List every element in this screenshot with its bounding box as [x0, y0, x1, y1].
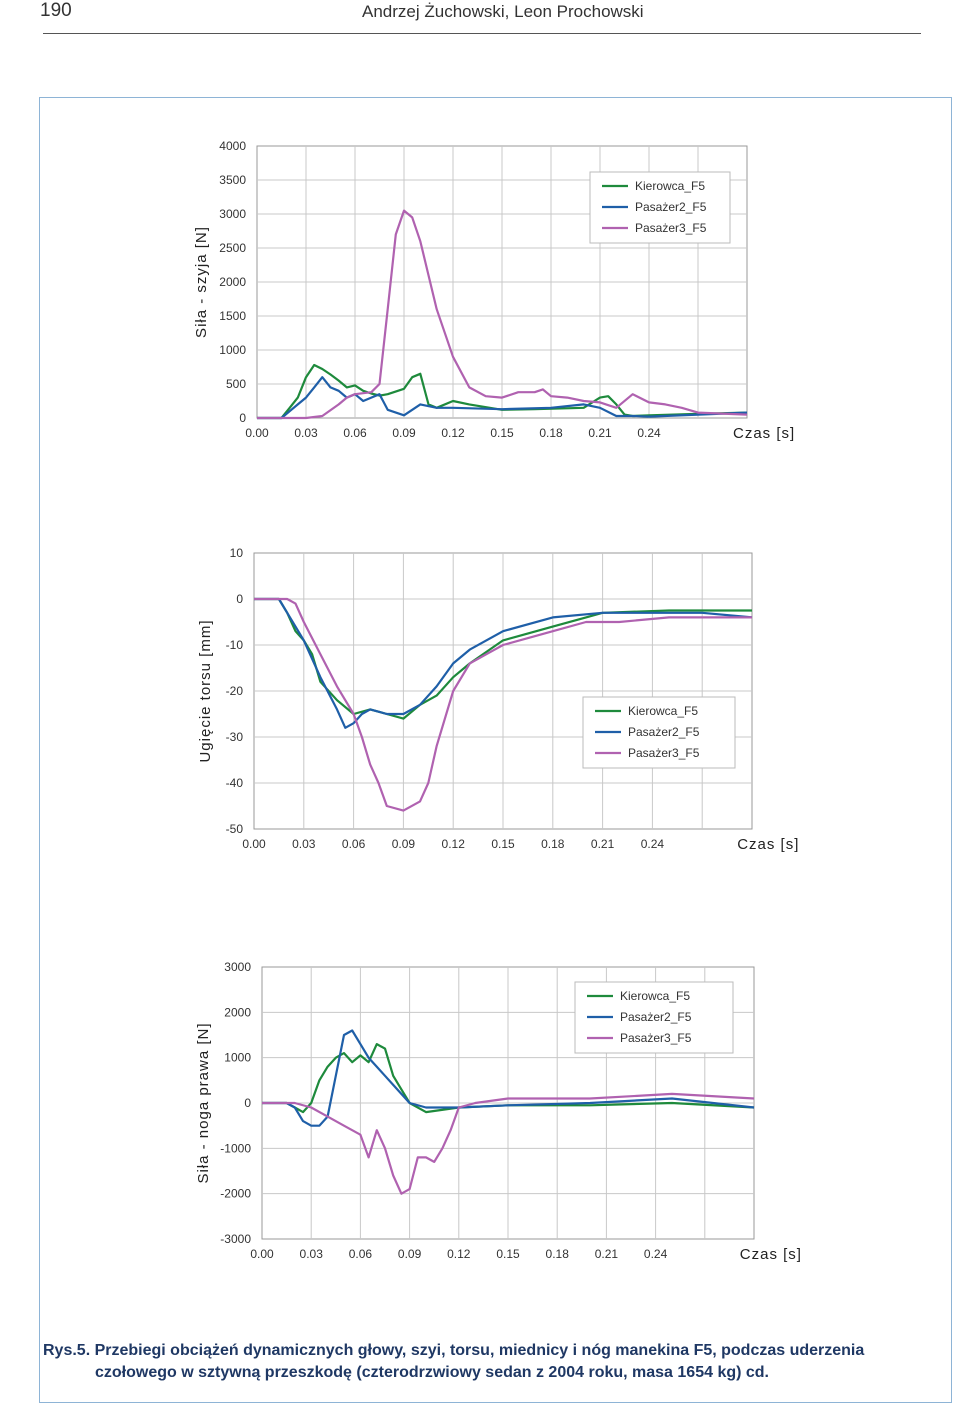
- y-tick-label: 500: [226, 377, 246, 391]
- x-tick-label: 0.21: [595, 1247, 619, 1261]
- y-axis-label: Siła - noga prawa [N]: [195, 1022, 212, 1183]
- figure-frame: [39, 97, 952, 1403]
- legend-label: Pasażer2_F5: [628, 725, 700, 739]
- y-tick-label: 1000: [224, 1051, 251, 1065]
- y-axis-label: Siła - szyja [N]: [193, 226, 210, 338]
- y-tick-label: -3000: [220, 1232, 251, 1246]
- y-tick-label: 3000: [219, 207, 246, 221]
- x-tick-label: 0.15: [491, 837, 515, 851]
- y-tick-label: -30: [226, 730, 244, 744]
- caption-line1: Przebiegi obciążeń dynamicznych głowy, s…: [94, 1342, 865, 1359]
- x-tick-label: 0.12: [447, 1247, 471, 1261]
- x-tick-label: 0.03: [294, 426, 318, 440]
- x-tick-label: 0.00: [245, 426, 269, 440]
- x-tick-label: 0.06: [349, 1247, 373, 1261]
- x-tick-label: 0.06: [342, 837, 366, 851]
- y-tick-label: 3000: [224, 960, 251, 974]
- y-tick-label: 0: [236, 592, 243, 606]
- y-tick-label: 10: [230, 546, 244, 560]
- x-tick-label: 0.24: [641, 837, 665, 851]
- y-tick-label: 2000: [224, 1005, 251, 1019]
- x-tick-label: 0.21: [591, 837, 615, 851]
- legend-label: Pasażer2_F5: [620, 1010, 692, 1024]
- legend-label: Kierowca_F5: [620, 989, 690, 1003]
- x-tick-label: 0.09: [398, 1247, 422, 1261]
- page-number: 190: [40, 0, 72, 21]
- series-line-1: [257, 363, 748, 420]
- legend-label: Pasażer3_F5: [628, 746, 700, 760]
- legend-label: Pasażer2_F5: [635, 200, 707, 214]
- y-tick-label: 0: [244, 1096, 251, 1110]
- y-tick-label: -2000: [220, 1187, 251, 1201]
- x-tick-label: 0.18: [546, 1247, 570, 1261]
- series-line-2: [254, 597, 753, 729]
- figure-caption: Rys.5. Przebiegi obciążeń dynamicznych g…: [43, 1340, 923, 1384]
- x-tick-label: 0.03: [300, 1247, 324, 1261]
- y-tick-label: 0: [239, 411, 246, 425]
- x-axis-label: Czas [s]: [737, 836, 799, 853]
- x-tick-label: 0.12: [441, 426, 465, 440]
- y-tick-label: 3500: [219, 173, 246, 187]
- y-tick-label: -10: [226, 638, 244, 652]
- legend-label: Pasażer3_F5: [620, 1031, 692, 1045]
- x-tick-label: 0.09: [392, 426, 416, 440]
- x-tick-label: 0.24: [644, 1247, 668, 1261]
- series-line-3: [262, 1092, 755, 1195]
- series-line-1: [254, 597, 752, 720]
- x-axis-label: Czas [s]: [740, 1246, 802, 1263]
- y-tick-label: 1000: [219, 343, 246, 357]
- x-tick-label: 0.06: [343, 426, 367, 440]
- y-tick-label: -40: [226, 776, 244, 790]
- x-tick-label: 0.12: [442, 837, 466, 851]
- x-tick-label: 0.15: [490, 426, 514, 440]
- x-tick-label: 0.15: [496, 1247, 520, 1261]
- y-tick-label: -50: [226, 822, 244, 836]
- x-tick-label: 0.09: [392, 837, 416, 851]
- series-line-3: [257, 209, 748, 420]
- chart-neck-force: 4000 3500 3000 2500 2000 1500 1000 500 0 0.00 0.03…: [0, 120, 960, 442]
- chart-torso-deflection: 10 0 -10 -20 -30 -40 -50 0.00 0.03 0.06 0.09 0.12 0.…: [0, 530, 960, 853]
- page-header: 190 Andrzej Żuchowski, Leon Prochowski: [0, 0, 960, 40]
- x-tick-label: 0.18: [539, 426, 563, 440]
- x-axis-label: Czas [s]: [733, 425, 795, 442]
- x-tick-label: 0.00: [242, 837, 266, 851]
- x-tick-label: 0.00: [250, 1247, 274, 1261]
- legend-label: Pasażer3_F5: [635, 221, 707, 235]
- caption-label: Rys.5.: [43, 1342, 91, 1359]
- legend-label: Kierowca_F5: [628, 704, 698, 718]
- running-head-authors: Andrzej Żuchowski, Leon Prochowski: [362, 2, 644, 21]
- y-tick-label: -20: [226, 684, 244, 698]
- legend-label: Kierowca_F5: [635, 179, 705, 193]
- x-tick-label: 0.18: [541, 837, 565, 851]
- y-tick-label: 4000: [219, 139, 246, 153]
- y-tick-label: 1500: [219, 309, 246, 323]
- caption-line2: czołowego w sztywną przeszkodę (czterodr…: [95, 1364, 769, 1381]
- series-line-2: [262, 1029, 755, 1127]
- y-tick-label: -1000: [220, 1141, 251, 1155]
- chart-svg: 4000 3500 3000 2500 2000 1500 1000 500 00.00 0.03…: [193, 139, 795, 442]
- series-line-3: [254, 597, 752, 812]
- y-tick-label: 2500: [219, 241, 246, 255]
- x-tick-label: 0.21: [588, 426, 612, 440]
- y-tick-label: 2000: [219, 275, 246, 289]
- x-tick-label: 0.03: [292, 837, 316, 851]
- chart-right-leg-force: 3000 2000 1000 0 -1000 -2000 -3000 0.00 0.03 0.06…: [0, 945, 960, 1265]
- chart-svg: 10 0 -10 -20 -30 -40 -500.00 0.03 0.06 0.09 0.12 0.…: [197, 546, 799, 853]
- x-tick-label: 0.24: [637, 426, 661, 440]
- series-line-2: [257, 376, 748, 420]
- y-axis-label: Ugięcie torsu [mm]: [197, 619, 214, 762]
- header-rule: [43, 33, 921, 34]
